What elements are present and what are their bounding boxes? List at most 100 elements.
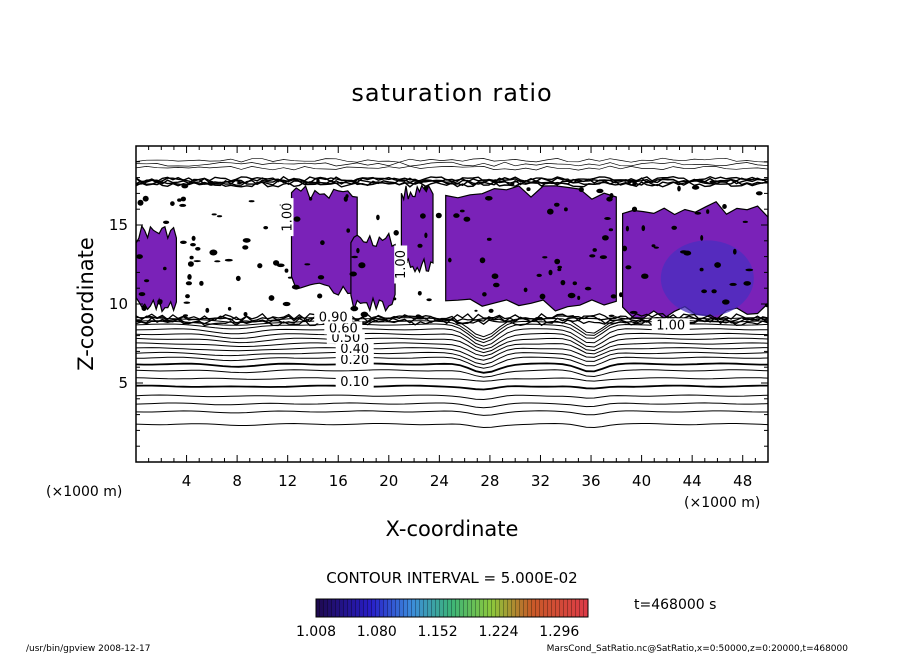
x-axis-label: X-coordinate bbox=[386, 517, 519, 541]
colorbar-stripe bbox=[540, 599, 544, 617]
contour-line bbox=[136, 377, 768, 382]
supersaturated-region bbox=[400, 184, 434, 274]
supersaturated-region bbox=[290, 184, 358, 296]
contour-speck bbox=[190, 243, 196, 247]
contour-speck bbox=[193, 260, 201, 263]
contour-speck bbox=[187, 274, 192, 280]
footer-left: /usr/bin/gpview 2008-12-17 bbox=[26, 644, 150, 654]
colorbar-stripe bbox=[500, 599, 504, 617]
x-tick-label: 24 bbox=[430, 472, 449, 490]
contour-speck bbox=[604, 217, 611, 220]
contour-label: 1.00 bbox=[656, 318, 685, 333]
upper-contour bbox=[136, 157, 768, 163]
contour-speck bbox=[526, 187, 531, 192]
contour-speck bbox=[608, 314, 615, 317]
x-tick-label: 48 bbox=[733, 472, 752, 490]
colorbar-stripe bbox=[348, 599, 352, 617]
contour-speck bbox=[317, 275, 325, 280]
contour-speck bbox=[711, 289, 717, 294]
upper-contour bbox=[136, 165, 768, 171]
contour-speck bbox=[536, 273, 542, 277]
contour-speck bbox=[291, 284, 300, 290]
colorbar-stripe bbox=[524, 599, 528, 617]
colorbar-stripe bbox=[376, 599, 380, 617]
colorbar-stripe bbox=[472, 599, 476, 617]
contour-speck bbox=[180, 240, 187, 244]
x-tick-label: 4 bbox=[182, 472, 192, 490]
contour-speck bbox=[393, 230, 399, 236]
contour-speck bbox=[680, 250, 688, 254]
colorbar-stripe bbox=[428, 599, 432, 617]
contour-speck bbox=[742, 220, 748, 223]
contour-interval-label: CONTOUR INTERVAL = 5.000E-02 bbox=[326, 569, 577, 587]
contour-speck bbox=[376, 214, 380, 221]
colorbar-stripe bbox=[384, 599, 388, 617]
contour-speck bbox=[360, 311, 369, 318]
y-tick-label: 15 bbox=[109, 216, 128, 234]
contour-line bbox=[136, 384, 768, 391]
contour-speck bbox=[554, 258, 561, 265]
contour-label-bg bbox=[314, 310, 353, 324]
contour-line bbox=[136, 362, 768, 374]
supersaturated-region bbox=[350, 232, 396, 313]
contour-speck bbox=[493, 282, 500, 288]
contour-speck bbox=[755, 191, 763, 196]
colorbar-stripe bbox=[456, 599, 460, 617]
y-axis-label: Z-coordinate bbox=[74, 237, 98, 371]
colorbar-stripe bbox=[488, 599, 492, 617]
contour-label-bg bbox=[394, 245, 408, 284]
contour-label: 0.40 bbox=[340, 342, 369, 357]
contour-speck bbox=[417, 243, 423, 248]
contour-speck bbox=[426, 298, 432, 302]
contour-label: 0.20 bbox=[340, 353, 369, 368]
contour-speck bbox=[609, 193, 614, 199]
contour-speck bbox=[141, 305, 147, 312]
contour-speck bbox=[224, 258, 233, 262]
contour-speck bbox=[488, 308, 494, 313]
contour-speck bbox=[677, 185, 681, 192]
contour-speck bbox=[263, 226, 269, 230]
colorbar-stripe bbox=[560, 599, 564, 617]
contour-speck bbox=[293, 216, 301, 222]
contour-speck bbox=[205, 307, 210, 313]
colorbar-stripe bbox=[328, 599, 332, 617]
colorbar-stripe bbox=[448, 599, 452, 617]
colorbar-stripe bbox=[344, 599, 348, 617]
colorbar-tick-label: 1.296 bbox=[539, 624, 579, 640]
contour-speck bbox=[701, 289, 707, 294]
colorbar-stripe bbox=[484, 599, 488, 617]
contour-speck bbox=[343, 196, 348, 202]
contour-speck bbox=[185, 281, 192, 286]
colorbar-stripe bbox=[432, 599, 436, 617]
contour-speck bbox=[317, 293, 323, 299]
contour-speck bbox=[641, 273, 649, 279]
high-saturation-core bbox=[660, 240, 754, 317]
contour-speck bbox=[393, 297, 397, 301]
cloud-top-contour bbox=[136, 175, 768, 183]
contour-speck bbox=[257, 263, 263, 269]
colorbar-stripe bbox=[464, 599, 468, 617]
contour-speck bbox=[596, 188, 604, 194]
colorbar-stripe bbox=[492, 599, 496, 617]
contour-line bbox=[136, 422, 768, 429]
colorbar-tick-labels: 1.008 1.080 1.152 1.224 1.296 bbox=[296, 624, 579, 640]
colorbar-stripe bbox=[584, 599, 588, 617]
contour-line bbox=[136, 337, 768, 354]
colorbar-stripe bbox=[512, 599, 516, 617]
contour-speck bbox=[163, 220, 170, 224]
colorbar-stripe bbox=[400, 599, 404, 617]
contour-speck bbox=[482, 292, 487, 297]
contour-speck bbox=[187, 261, 194, 267]
colorbar-stripe bbox=[532, 599, 536, 617]
contour-speck bbox=[625, 265, 632, 270]
contour-speck bbox=[479, 257, 486, 264]
contour-speck bbox=[631, 206, 638, 212]
contour-label: 0.50 bbox=[331, 331, 360, 346]
contour-line bbox=[136, 342, 768, 357]
contour-speck bbox=[199, 280, 204, 286]
colorbar-stripe bbox=[480, 599, 484, 617]
contour-speck bbox=[622, 245, 628, 252]
contour-speck bbox=[423, 185, 429, 191]
colorbar-stripe bbox=[380, 599, 384, 617]
contour-speck bbox=[287, 276, 293, 279]
